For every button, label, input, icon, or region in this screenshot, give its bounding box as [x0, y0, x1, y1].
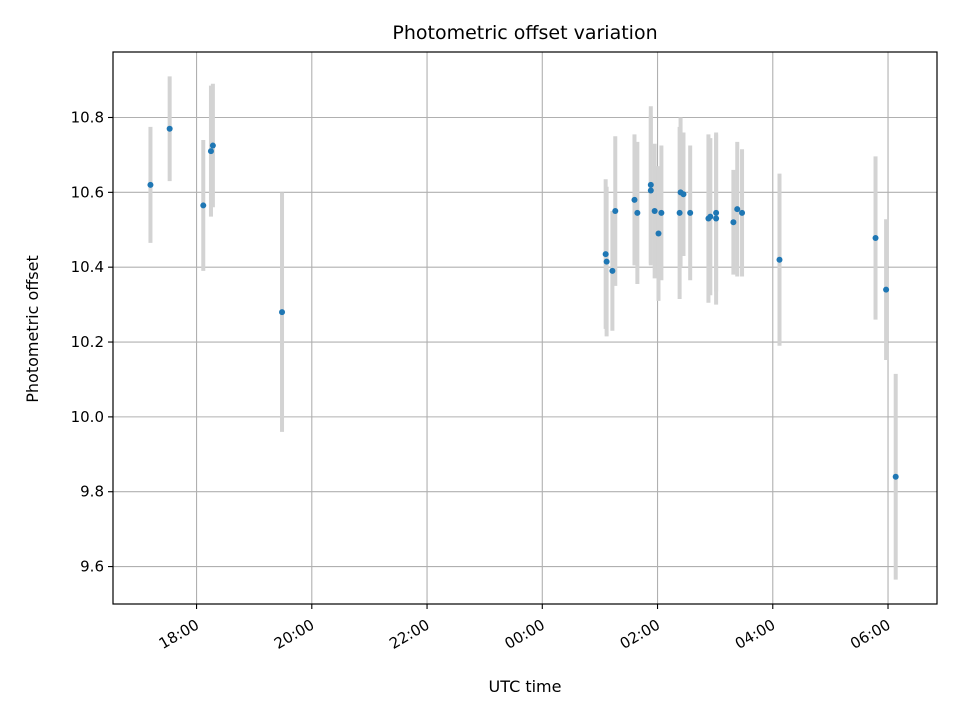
data-point — [687, 209, 694, 216]
data-point — [872, 234, 879, 241]
data-point — [883, 286, 890, 293]
data-point — [680, 191, 687, 198]
data-point — [734, 206, 741, 213]
grid-lines — [113, 52, 937, 604]
data-point — [647, 187, 654, 194]
data-point — [713, 215, 720, 222]
y-tick-label: 10.6 — [71, 183, 104, 201]
data-point — [647, 181, 654, 188]
y-tick-label: 10.4 — [71, 258, 104, 276]
data-point — [602, 251, 609, 258]
data-point — [209, 142, 216, 149]
data-point — [707, 213, 714, 220]
data-point — [713, 209, 720, 216]
data-point — [166, 125, 173, 132]
data-point — [776, 256, 783, 263]
y-tick-label: 10.8 — [71, 108, 104, 126]
data-point — [147, 181, 154, 188]
plot-frame — [112, 51, 938, 605]
x-axis-label: UTC time — [489, 677, 562, 696]
data-point — [200, 202, 207, 209]
data-point — [279, 309, 286, 316]
data-point — [730, 219, 737, 226]
data-point — [676, 209, 683, 216]
data-point — [892, 473, 899, 480]
y-axis-label: Photometric offset — [23, 255, 42, 403]
data-point — [207, 148, 214, 155]
y-tick-label: 9.6 — [80, 558, 104, 576]
data-point — [612, 208, 619, 215]
y-tick-label: 9.8 — [80, 483, 104, 501]
chart-title: Photometric offset variation — [392, 22, 657, 44]
y-tick-label: 10.0 — [71, 408, 104, 426]
data-point — [658, 209, 665, 216]
data-point — [651, 208, 658, 215]
data-point — [634, 209, 641, 216]
data-point — [655, 230, 662, 237]
data-point — [609, 267, 616, 274]
y-tick-label: 10.2 — [71, 333, 104, 351]
data-point — [739, 209, 746, 216]
data-points — [147, 125, 899, 480]
data-point — [631, 196, 638, 203]
data-point — [603, 258, 610, 265]
